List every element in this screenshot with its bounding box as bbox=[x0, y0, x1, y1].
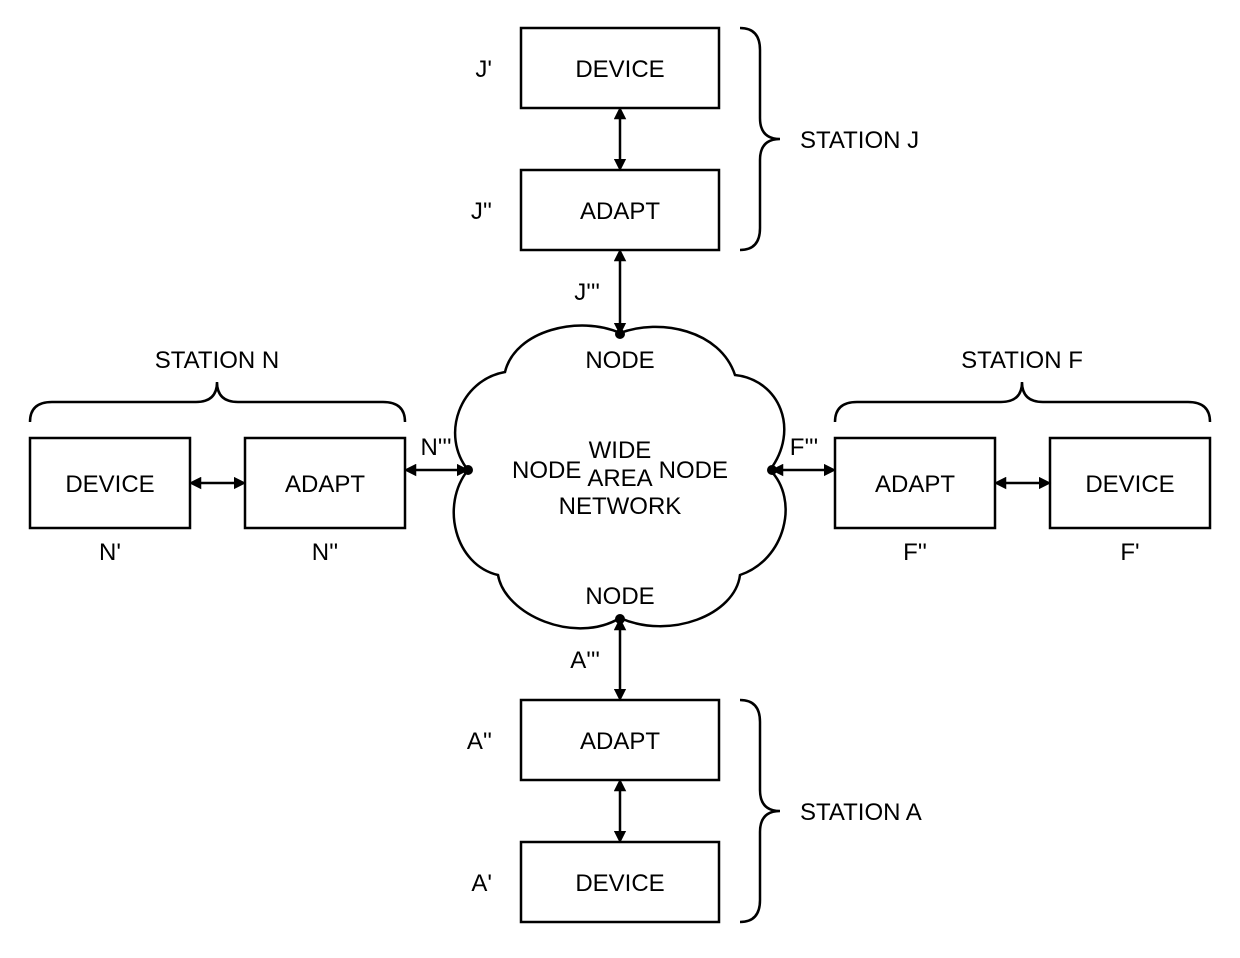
station-f-title: STATION F bbox=[961, 347, 1083, 374]
tag-j-device: J' bbox=[475, 56, 492, 83]
tag-a-adapt: A'' bbox=[467, 728, 492, 755]
node-label-left: NODE bbox=[512, 457, 581, 484]
wan-diagram: WIDE AREA NETWORK NODE NODE NODE NODE DE… bbox=[0, 0, 1240, 958]
tag-j-adapt: J'' bbox=[471, 198, 492, 225]
tag-n-link: N''' bbox=[420, 434, 451, 461]
node-dot-right bbox=[767, 465, 777, 475]
tag-j-link: J''' bbox=[574, 279, 600, 306]
tag-n-adapt: N'' bbox=[312, 539, 339, 566]
node-dot-top bbox=[615, 329, 625, 339]
node-label-top: NODE bbox=[585, 347, 654, 374]
brace-n bbox=[30, 382, 405, 422]
tag-f-link: F''' bbox=[790, 434, 818, 461]
tag-f-adapt: F'' bbox=[903, 539, 927, 566]
label-f-adapt: ADAPT bbox=[875, 471, 955, 498]
wan-label-3: NETWORK bbox=[559, 493, 682, 520]
node-label-right: NODE bbox=[659, 457, 728, 484]
wan-label-2: AREA bbox=[587, 465, 652, 492]
brace-j bbox=[740, 28, 780, 250]
label-f-device: DEVICE bbox=[1085, 471, 1174, 498]
tag-a-device: A' bbox=[471, 870, 492, 897]
node-dot-bottom bbox=[615, 614, 625, 624]
wan-label-1: WIDE bbox=[589, 437, 652, 464]
station-n-title: STATION N bbox=[155, 347, 279, 374]
node-dot-left bbox=[463, 465, 473, 475]
label-a-device: DEVICE bbox=[575, 870, 664, 897]
station-j-title: STATION J bbox=[800, 127, 919, 154]
brace-a bbox=[740, 700, 780, 922]
label-n-device: DEVICE bbox=[65, 471, 154, 498]
tag-n-device: N' bbox=[99, 539, 121, 566]
node-label-bottom: NODE bbox=[585, 583, 654, 610]
station-a-title: STATION A bbox=[800, 799, 922, 826]
tag-a-link: A''' bbox=[570, 647, 600, 674]
label-j-device: DEVICE bbox=[575, 56, 664, 83]
label-a-adapt: ADAPT bbox=[580, 728, 660, 755]
label-j-adapt: ADAPT bbox=[580, 198, 660, 225]
tag-f-device: F' bbox=[1120, 539, 1139, 566]
label-n-adapt: ADAPT bbox=[285, 471, 365, 498]
brace-f bbox=[835, 382, 1210, 422]
